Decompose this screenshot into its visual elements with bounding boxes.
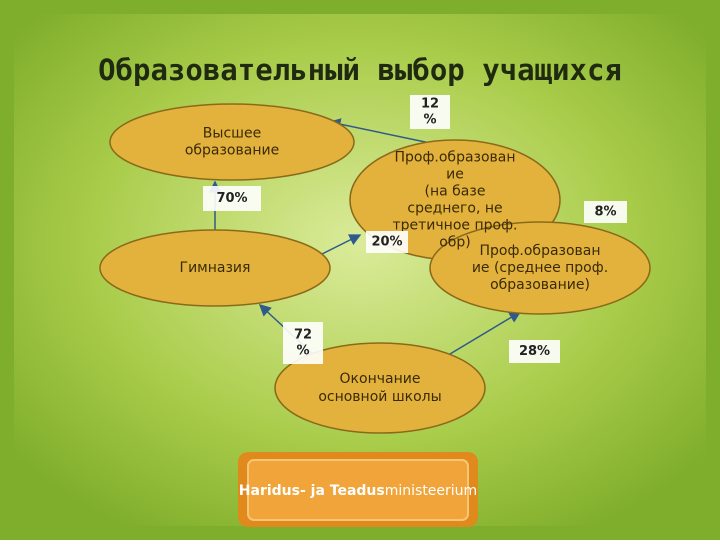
percent-label: 20%	[371, 235, 402, 250]
node-shape	[429, 221, 651, 315]
percent-label: %	[423, 113, 436, 128]
node-shape	[274, 342, 486, 434]
percent-label: 72	[294, 328, 312, 343]
node-label: третичное проф.	[393, 218, 518, 234]
node-label: Проф.образован	[479, 243, 600, 259]
percent-label: 8%	[594, 205, 616, 220]
percent-box	[509, 340, 560, 363]
percent-box	[283, 322, 323, 364]
node-label: ие (среднее проф.	[472, 260, 608, 276]
percent-label: 12	[421, 97, 439, 112]
title: Образовательный выбор учащихся	[98, 53, 622, 87]
node-shape	[99, 229, 331, 307]
node-shape	[109, 103, 355, 181]
node-label: Высшее	[203, 126, 261, 142]
percent-label: 28%	[519, 344, 550, 359]
node-label: Окончание	[340, 371, 421, 387]
logo-text: Haridus- ja Teadusministeerium	[239, 483, 477, 499]
logo: Haridus- ja Teadusministeerium	[238, 452, 478, 527]
node-label: обр)	[439, 235, 471, 251]
node-label: среднего, не	[407, 201, 502, 217]
node-label: образование)	[490, 277, 590, 293]
logo-regular: ministeerium	[385, 483, 477, 499]
percent-label: %	[296, 344, 309, 359]
percent-box	[366, 231, 408, 253]
node-label: (на базе	[425, 184, 486, 200]
percent-box	[410, 95, 450, 129]
node-label: Гимназия	[180, 260, 251, 276]
node-label: основной школы	[318, 389, 441, 405]
percent-box	[584, 201, 627, 223]
node-label: Проф.образован	[394, 150, 515, 166]
logo-bold: Haridus- ja Teadus	[239, 483, 385, 499]
percent-label: 70%	[216, 191, 247, 206]
percent-box	[203, 186, 261, 211]
node-label: ие	[446, 167, 464, 183]
node-label: образование	[185, 143, 279, 159]
